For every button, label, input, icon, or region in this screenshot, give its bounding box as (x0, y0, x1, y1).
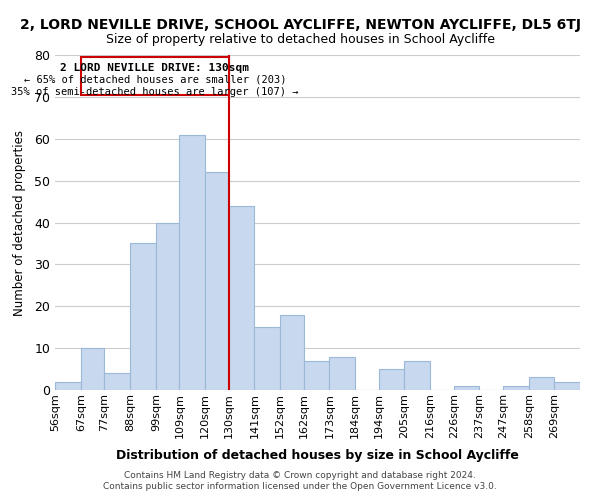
Bar (529, 378, 554, 390)
Bar (229, 206, 254, 390)
Bar (81, 348, 104, 390)
Text: ← 65% of detached houses are smaller (203): ← 65% of detached houses are smaller (20… (23, 74, 286, 85)
Bar (130, 244, 156, 390)
Text: 2 LORD NEVILLE DRIVE: 130sqm: 2 LORD NEVILLE DRIVE: 130sqm (61, 64, 250, 74)
Text: Contains HM Land Registry data © Crown copyright and database right 2024.: Contains HM Land Registry data © Crown c… (124, 471, 476, 480)
Bar (379, 369, 404, 390)
Bar (179, 134, 205, 390)
Text: Size of property relative to detached houses in School Aycliffe: Size of property relative to detached ho… (106, 32, 494, 46)
Bar (454, 386, 479, 390)
Y-axis label: Number of detached properties: Number of detached properties (13, 130, 26, 316)
Bar (503, 386, 529, 390)
Bar (329, 356, 355, 390)
Bar (304, 360, 329, 390)
Bar (554, 382, 580, 390)
Text: 2, LORD NEVILLE DRIVE, SCHOOL AYCLIFFE, NEWTON AYCLIFFE, DL5 6TJ: 2, LORD NEVILLE DRIVE, SCHOOL AYCLIFFE, … (19, 18, 581, 32)
FancyBboxPatch shape (81, 57, 229, 95)
Bar (205, 172, 229, 390)
Bar (404, 360, 430, 390)
Bar (280, 314, 304, 390)
Text: Contains public sector information licensed under the Open Government Licence v3: Contains public sector information licen… (103, 482, 497, 491)
Bar (254, 327, 280, 390)
X-axis label: Distribution of detached houses by size in School Aycliffe: Distribution of detached houses by size … (116, 449, 519, 462)
Bar (55, 382, 81, 390)
Text: 35% of semi-detached houses are larger (107) →: 35% of semi-detached houses are larger (… (11, 87, 299, 97)
Bar (104, 373, 130, 390)
Bar (156, 222, 179, 390)
